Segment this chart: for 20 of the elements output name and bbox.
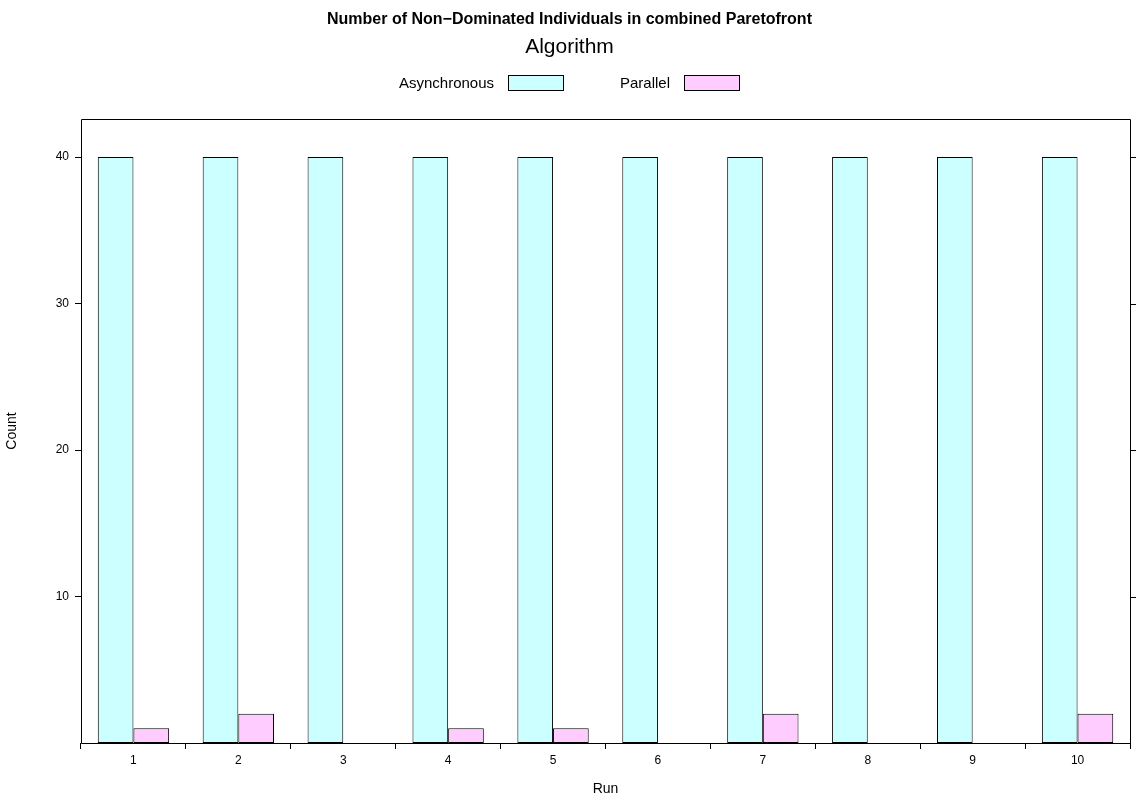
y-tick-label: 40 [55,149,70,164]
x-tick-label: 6 [654,752,662,767]
legend-title: Algorithm [524,34,615,58]
x-tick-label: 5 [549,752,557,767]
y-tick-label: 10 [55,588,70,603]
chart-title: Number of Non−Dominated Individuals in combined Paretofront [326,10,813,28]
x-tick-label: 7 [759,752,767,767]
x-tick-label: 9 [969,752,977,767]
x-tick-label: 3 [339,752,347,767]
y-tick-label: 30 [55,295,70,310]
x-tick-label: 4 [444,752,452,767]
y-axis-title: Count [3,412,20,450]
y-tick-label: 20 [55,442,70,457]
x-tick-label: 2 [235,752,243,767]
x-axis-title: Run [592,780,619,797]
x-tick-label: 1 [130,752,138,767]
x-tick-label: 10 [1070,752,1085,767]
legend-label: Parallel [620,74,671,91]
legend-label: Asynchronous [398,74,495,91]
x-tick-label: 8 [864,752,872,767]
